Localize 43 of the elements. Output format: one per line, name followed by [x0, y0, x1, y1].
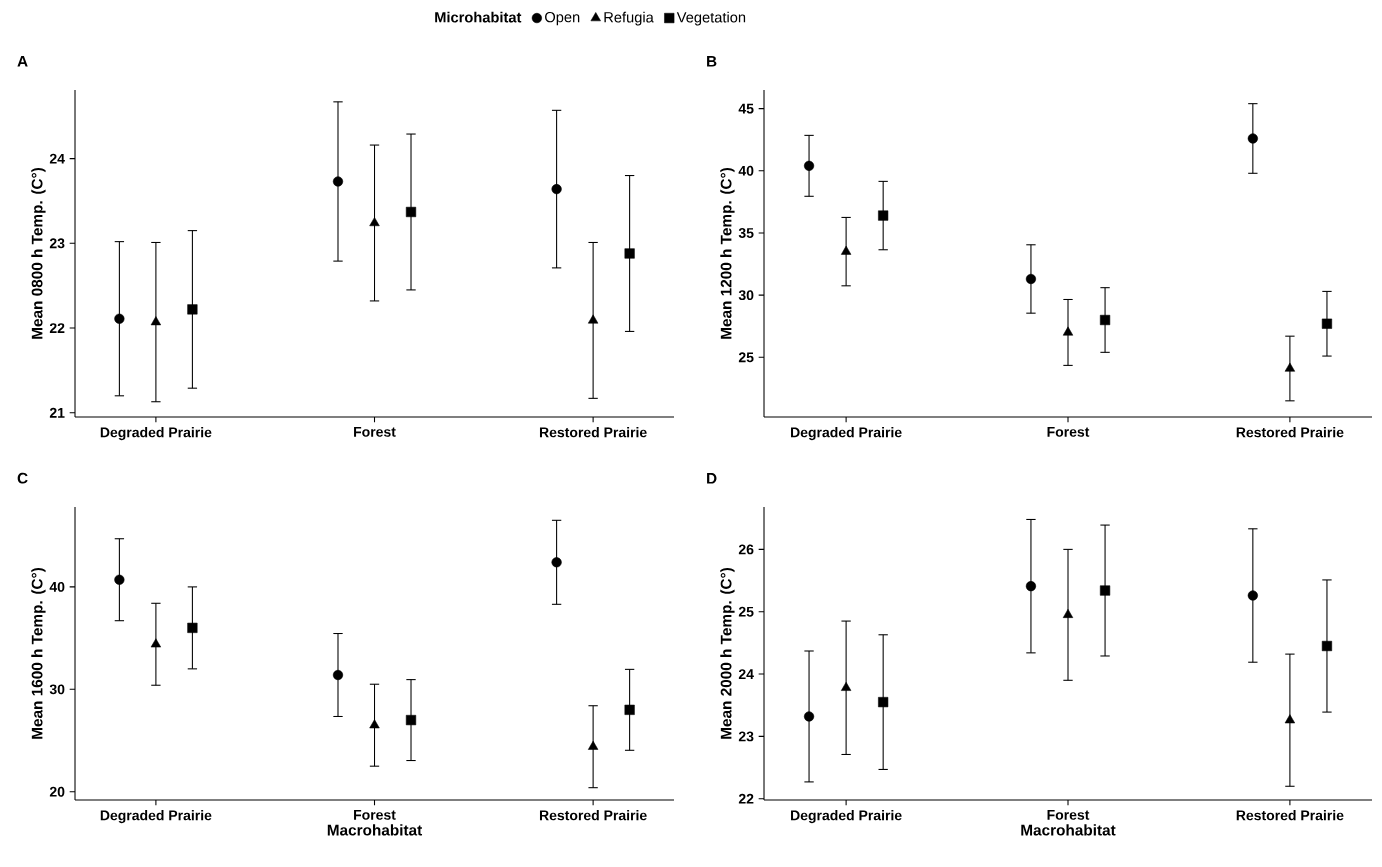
x-tick-label: Restored Prairie: [539, 810, 647, 821]
y-tick-label: 25: [738, 352, 754, 363]
y-axis-title: Mean 1200 h Temp. (C°): [720, 167, 735, 339]
y-tick-label: 22: [738, 793, 754, 804]
x-axis-title: Macrohabitat: [1021, 824, 1116, 836]
chart-title: B: [707, 56, 717, 67]
legend-title: Microhabitat: [435, 11, 522, 23]
y-tick-label: 26: [738, 544, 754, 555]
y-tick-label: 35: [738, 228, 754, 238]
y-tick-label: 22: [49, 323, 65, 333]
y-tick-label: 23: [49, 238, 65, 249]
x-tick-label: Forest: [1047, 427, 1090, 437]
x-tick-label: Forest: [354, 427, 396, 437]
y-tick-label: 24: [49, 153, 65, 164]
x-tick-label: Restored Prairie: [539, 427, 647, 438]
legend-label: Vegetation: [676, 11, 746, 26]
y-tick-label: 40: [738, 165, 754, 176]
y-tick-label: 30: [49, 684, 65, 695]
y-tick-label: 21: [49, 407, 65, 418]
x-tick-label: Degraded Prairie: [100, 810, 212, 824]
x-tick-label: Forest: [354, 810, 396, 820]
y-axis-title: Mean 0800 h Temp. (C°): [31, 167, 46, 339]
x-tick-label: Restored Prairie: [1236, 427, 1344, 438]
x-tick-label: Degraded Prairie: [791, 810, 902, 824]
y-tick-label: 24: [738, 669, 754, 679]
chart-title: C: [17, 472, 28, 484]
y-tick-label: 25: [738, 606, 754, 617]
legend-label: Refugia: [604, 11, 654, 26]
x-axis-title: Macrohabitat: [327, 824, 423, 836]
chart-title: D: [707, 473, 717, 484]
x-tick-label: Restored Prairie: [1236, 810, 1344, 821]
x-tick-label: Forest: [1047, 810, 1090, 820]
y-tick-label: 45: [738, 103, 754, 114]
y-axis-title: Mean 2000 h Temp. (C°): [720, 567, 735, 739]
y-tick-label: 20: [49, 786, 65, 797]
y-tick-label: 23: [738, 731, 754, 742]
y-tick-label: 30: [738, 290, 754, 301]
y-tick-label: 40: [49, 581, 65, 592]
chart-title: A: [17, 56, 28, 67]
x-tick-label: Degraded Prairie: [791, 427, 902, 441]
x-tick-label: Degraded Prairie: [100, 427, 212, 441]
y-axis-title: Mean 1600 h Temp. (C°): [31, 567, 46, 739]
legend-label: Open: [545, 11, 580, 26]
